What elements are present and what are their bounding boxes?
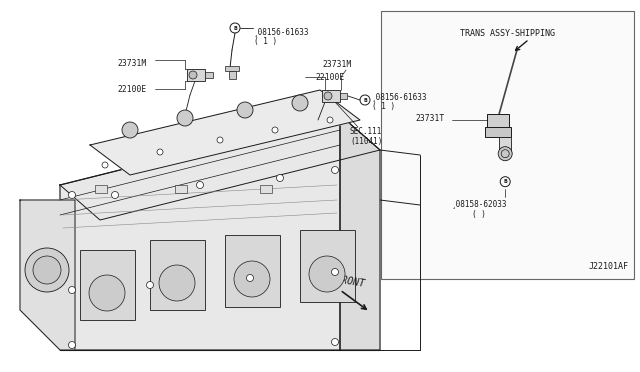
- Circle shape: [68, 341, 76, 349]
- Circle shape: [177, 110, 193, 126]
- Polygon shape: [60, 115, 380, 220]
- Text: 22100E: 22100E: [117, 85, 147, 94]
- Text: SEC.111
(11041): SEC.111 (11041): [350, 127, 382, 147]
- Circle shape: [147, 282, 154, 289]
- Bar: [225, 235, 280, 307]
- Bar: [487, 114, 509, 128]
- Bar: [80, 250, 135, 320]
- Circle shape: [246, 275, 253, 282]
- Circle shape: [189, 71, 197, 79]
- Text: ¸08156-61633
( 1 ): ¸08156-61633 ( 1 ): [254, 27, 310, 46]
- Circle shape: [237, 102, 253, 118]
- Circle shape: [111, 192, 118, 199]
- Circle shape: [159, 265, 195, 301]
- Bar: [95, 185, 107, 193]
- Bar: [150, 240, 205, 310]
- Circle shape: [327, 117, 333, 123]
- Text: B: B: [233, 26, 237, 31]
- Text: J22101AF: J22101AF: [589, 262, 628, 271]
- Circle shape: [234, 261, 270, 297]
- Circle shape: [309, 256, 345, 292]
- Circle shape: [89, 275, 125, 311]
- Circle shape: [102, 162, 108, 168]
- Bar: [499, 137, 511, 153]
- Text: B: B: [363, 97, 367, 103]
- Text: 23731T: 23731T: [415, 114, 444, 123]
- Text: ¸08156-61633
( 1 ): ¸08156-61633 ( 1 ): [372, 92, 428, 111]
- Polygon shape: [340, 115, 380, 350]
- Bar: [340, 93, 347, 99]
- Text: B: B: [503, 179, 507, 184]
- Bar: [225, 66, 239, 71]
- Circle shape: [68, 286, 76, 294]
- Circle shape: [272, 127, 278, 133]
- Bar: [187, 69, 205, 81]
- Circle shape: [217, 137, 223, 143]
- Text: TRANS ASSY-SHIPPING: TRANS ASSY-SHIPPING: [460, 29, 555, 38]
- Circle shape: [68, 192, 76, 199]
- Text: FRONT: FRONT: [335, 274, 365, 289]
- Bar: [381, 11, 634, 279]
- Bar: [485, 127, 511, 137]
- Text: 23731M: 23731M: [322, 60, 351, 69]
- Circle shape: [196, 182, 204, 189]
- Circle shape: [332, 167, 339, 173]
- Circle shape: [25, 248, 69, 292]
- Circle shape: [332, 339, 339, 346]
- Text: 23731M: 23731M: [117, 59, 147, 68]
- Circle shape: [498, 147, 512, 161]
- Circle shape: [276, 174, 284, 182]
- Text: ¸08158-62033
( ): ¸08158-62033 ( ): [451, 200, 507, 219]
- Bar: [300, 230, 355, 302]
- Bar: [322, 90, 340, 102]
- Circle shape: [332, 269, 339, 276]
- Bar: [175, 185, 187, 193]
- Bar: [229, 71, 236, 79]
- Circle shape: [157, 149, 163, 155]
- Polygon shape: [20, 200, 75, 350]
- Polygon shape: [60, 115, 340, 350]
- Circle shape: [33, 256, 61, 284]
- Circle shape: [122, 122, 138, 138]
- Text: 22100E: 22100E: [315, 73, 344, 82]
- Circle shape: [324, 92, 332, 100]
- Bar: [260, 185, 272, 193]
- Polygon shape: [90, 90, 360, 175]
- Circle shape: [292, 95, 308, 111]
- Bar: [205, 72, 213, 78]
